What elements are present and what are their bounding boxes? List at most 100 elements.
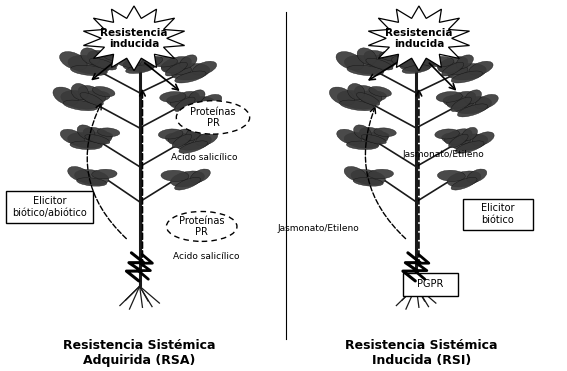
Ellipse shape bbox=[467, 169, 487, 183]
Text: Resistencia
inducida: Resistencia inducida bbox=[100, 27, 168, 49]
Ellipse shape bbox=[344, 167, 367, 182]
Ellipse shape bbox=[447, 171, 481, 187]
Ellipse shape bbox=[179, 141, 208, 153]
Ellipse shape bbox=[160, 92, 186, 102]
Ellipse shape bbox=[170, 91, 200, 108]
Ellipse shape bbox=[364, 50, 395, 68]
Ellipse shape bbox=[141, 56, 163, 67]
FancyBboxPatch shape bbox=[403, 273, 458, 296]
Ellipse shape bbox=[366, 58, 393, 70]
Ellipse shape bbox=[361, 134, 386, 144]
Ellipse shape bbox=[63, 100, 98, 111]
Ellipse shape bbox=[158, 129, 183, 139]
Ellipse shape bbox=[417, 56, 439, 67]
Ellipse shape bbox=[347, 65, 384, 76]
Text: Elicitor
biótico: Elicitor biótico bbox=[481, 203, 515, 225]
Ellipse shape bbox=[454, 96, 492, 114]
Text: Resistencia Sistémica
Adquirida (RSA): Resistencia Sistémica Adquirida (RSA) bbox=[64, 339, 216, 367]
Ellipse shape bbox=[115, 56, 140, 68]
Ellipse shape bbox=[353, 178, 383, 186]
Ellipse shape bbox=[67, 167, 90, 182]
Ellipse shape bbox=[368, 169, 393, 179]
Ellipse shape bbox=[175, 97, 195, 112]
Ellipse shape bbox=[70, 65, 107, 76]
Text: PGPR: PGPR bbox=[417, 279, 443, 289]
Ellipse shape bbox=[198, 94, 222, 109]
Ellipse shape bbox=[465, 90, 481, 104]
Ellipse shape bbox=[399, 58, 433, 72]
Ellipse shape bbox=[87, 50, 119, 68]
Ellipse shape bbox=[346, 141, 379, 150]
Ellipse shape bbox=[442, 62, 464, 76]
Ellipse shape bbox=[344, 55, 386, 74]
Ellipse shape bbox=[354, 125, 371, 139]
Ellipse shape bbox=[67, 132, 104, 148]
Ellipse shape bbox=[443, 95, 474, 108]
Ellipse shape bbox=[177, 96, 215, 114]
Ellipse shape bbox=[402, 65, 430, 73]
Ellipse shape bbox=[86, 132, 113, 142]
Ellipse shape bbox=[78, 85, 105, 104]
Ellipse shape bbox=[180, 55, 197, 69]
Text: Acido salicílico: Acido salicílico bbox=[171, 153, 237, 162]
Ellipse shape bbox=[176, 101, 249, 134]
Ellipse shape bbox=[80, 93, 103, 105]
Ellipse shape bbox=[359, 127, 388, 143]
Ellipse shape bbox=[175, 134, 211, 150]
Text: Resistencia
inducida: Resistencia inducida bbox=[385, 27, 452, 49]
Ellipse shape bbox=[53, 87, 78, 105]
Ellipse shape bbox=[175, 71, 206, 83]
Ellipse shape bbox=[344, 132, 381, 148]
Ellipse shape bbox=[168, 129, 196, 145]
Ellipse shape bbox=[447, 91, 476, 108]
Ellipse shape bbox=[90, 58, 117, 70]
Ellipse shape bbox=[191, 169, 210, 183]
Ellipse shape bbox=[451, 177, 477, 190]
Ellipse shape bbox=[374, 128, 396, 137]
Ellipse shape bbox=[61, 91, 100, 109]
Ellipse shape bbox=[77, 125, 95, 139]
Ellipse shape bbox=[166, 62, 187, 76]
Ellipse shape bbox=[451, 134, 488, 150]
Ellipse shape bbox=[175, 177, 201, 190]
Ellipse shape bbox=[83, 127, 112, 143]
Ellipse shape bbox=[357, 93, 380, 105]
Ellipse shape bbox=[181, 104, 211, 117]
Ellipse shape bbox=[357, 48, 376, 65]
Ellipse shape bbox=[92, 169, 117, 179]
Ellipse shape bbox=[98, 128, 120, 137]
Ellipse shape bbox=[469, 61, 493, 75]
Ellipse shape bbox=[161, 62, 192, 75]
Text: Resistencia Sistémica
Inducida (RSI): Resistencia Sistémica Inducida (RSI) bbox=[345, 339, 498, 367]
Ellipse shape bbox=[71, 83, 88, 100]
Ellipse shape bbox=[392, 56, 417, 68]
Polygon shape bbox=[83, 6, 185, 70]
Ellipse shape bbox=[337, 129, 361, 145]
Ellipse shape bbox=[171, 63, 210, 80]
Ellipse shape bbox=[60, 52, 87, 70]
Ellipse shape bbox=[329, 87, 355, 105]
Ellipse shape bbox=[70, 141, 102, 150]
Ellipse shape bbox=[458, 104, 488, 117]
Polygon shape bbox=[369, 6, 469, 70]
Ellipse shape bbox=[336, 52, 363, 70]
Ellipse shape bbox=[354, 85, 382, 104]
Text: Proteínas
PR: Proteínas PR bbox=[191, 106, 236, 128]
Text: Acido salicílico: Acido salicílico bbox=[174, 252, 240, 261]
Ellipse shape bbox=[428, 56, 454, 67]
Text: Elicitor
biótico/abiótico: Elicitor biótico/abiótico bbox=[12, 196, 87, 218]
Ellipse shape bbox=[68, 55, 110, 74]
Ellipse shape bbox=[435, 129, 459, 139]
Ellipse shape bbox=[172, 134, 192, 148]
Ellipse shape bbox=[447, 63, 486, 80]
Ellipse shape bbox=[151, 56, 177, 67]
Ellipse shape bbox=[171, 171, 205, 187]
Ellipse shape bbox=[123, 58, 156, 72]
Ellipse shape bbox=[81, 91, 110, 102]
Ellipse shape bbox=[85, 134, 110, 144]
Ellipse shape bbox=[192, 61, 217, 75]
Ellipse shape bbox=[165, 133, 194, 145]
Ellipse shape bbox=[188, 90, 205, 104]
Ellipse shape bbox=[167, 211, 237, 242]
Ellipse shape bbox=[348, 83, 365, 100]
